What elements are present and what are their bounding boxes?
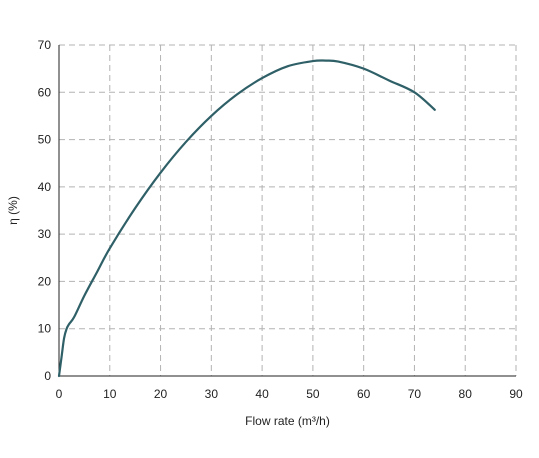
x-tick-label: 50 [306, 387, 320, 401]
y-tick-label: 0 [44, 369, 51, 383]
x-axis-title: Flow rate (m³/h) [245, 414, 330, 428]
x-tick-label: 0 [56, 387, 63, 401]
tick-labels: 0 10 20 30 40 50 60 70 80 90 0 10 20 30 40 50 60 70 [38, 38, 523, 401]
y-tick-label: 70 [38, 38, 52, 52]
y-tick-label: 50 [38, 133, 52, 147]
grid [59, 44, 517, 376]
x-tick-label: 10 [103, 387, 117, 401]
efficiency-series-line [57, 59, 436, 378]
x-tick-label: 60 [357, 387, 371, 401]
y-tick-label: 30 [38, 227, 52, 241]
y-tick-label: 20 [38, 274, 52, 288]
x-tick-label: 90 [509, 387, 523, 401]
series-layer [57, 59, 436, 378]
y-tick-label: 10 [38, 322, 52, 336]
x-tick-label: 30 [205, 387, 219, 401]
x-tick-label: 70 [408, 387, 422, 401]
axes [58, 45, 516, 377]
x-tick-label: 40 [255, 387, 269, 401]
x-tick-label: 80 [459, 387, 473, 401]
y-tick-label: 60 [38, 85, 52, 99]
y-axis-title: η (%) [6, 196, 20, 225]
y-tick-label: 40 [38, 180, 52, 194]
x-tick-label: 20 [154, 387, 168, 401]
